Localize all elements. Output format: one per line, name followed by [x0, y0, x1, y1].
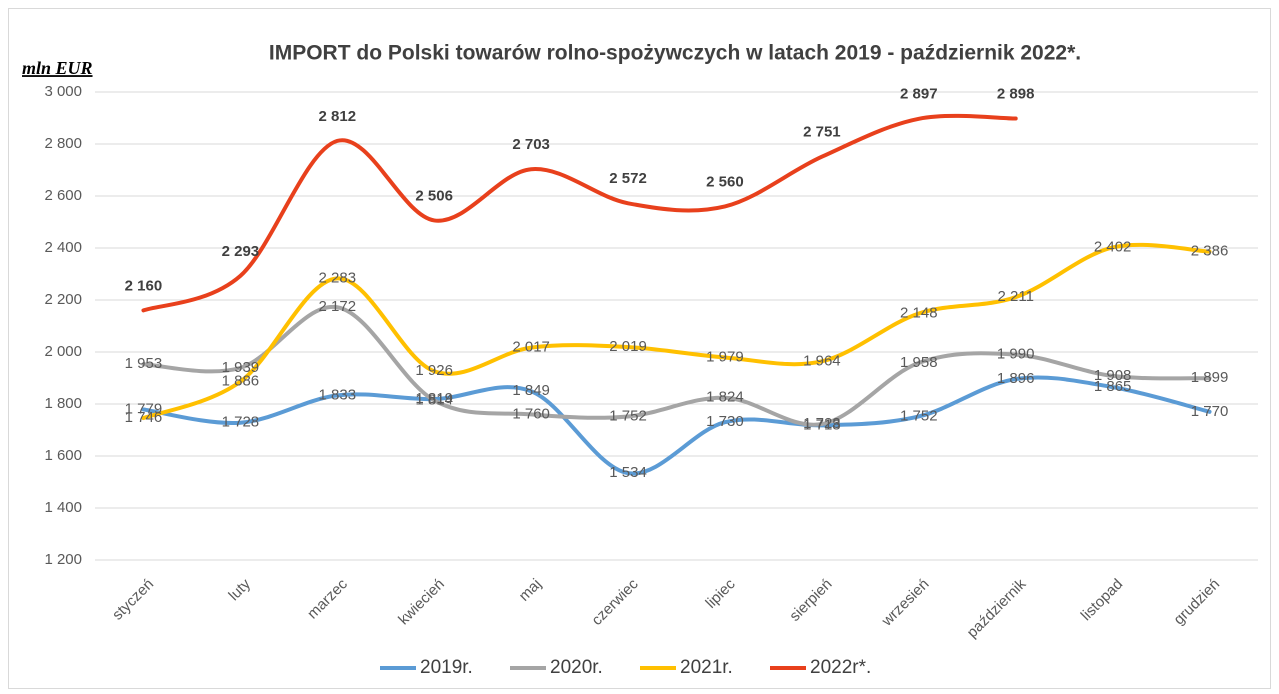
data-label: 1 908	[1094, 367, 1132, 384]
data-label: 1 979	[706, 348, 744, 365]
data-label: 1 990	[997, 346, 1035, 363]
y-tick-label: 1 200	[44, 551, 82, 568]
data-label: 1 824	[706, 389, 744, 406]
data-label: 2 386	[1191, 243, 1229, 260]
data-label: 2 560	[706, 173, 744, 190]
data-label: 1 770	[1191, 403, 1229, 420]
data-label: 2 506	[415, 187, 453, 204]
y-tick-label: 2 200	[44, 291, 82, 308]
data-label: 1 899	[1191, 369, 1229, 386]
data-label: 2 751	[803, 124, 841, 141]
legend-label: 2019r.	[420, 657, 473, 678]
series-line	[141, 305, 1212, 427]
data-label: 1 814	[415, 391, 453, 408]
x-tick-label: styczeń	[109, 576, 157, 624]
data-label: 1 833	[319, 386, 357, 403]
chart-frame	[8, 8, 1271, 689]
data-label: 2 172	[319, 298, 357, 315]
data-label: 1 896	[997, 370, 1035, 387]
data-label: 1 958	[900, 354, 938, 371]
series-line	[141, 113, 1018, 313]
data-label: 1 953	[125, 355, 163, 372]
data-label: 1 534	[609, 464, 647, 481]
y-tick-label: 2 000	[44, 343, 82, 360]
legend-label: 2022r*.	[810, 657, 871, 678]
data-label: 1 718	[803, 416, 841, 433]
data-label: 1 779	[125, 400, 163, 417]
data-label: 1 964	[803, 352, 841, 369]
data-label: 2 293	[222, 243, 260, 260]
data-label: 1 760	[512, 405, 550, 422]
x-tick-label: luty	[225, 575, 254, 604]
x-tick-label: kwiecień	[395, 576, 448, 629]
data-label: 2 572	[609, 170, 647, 187]
data-label: 2 019	[609, 338, 647, 355]
x-tick-label: maj	[516, 576, 545, 605]
data-label: 2 283	[319, 269, 357, 286]
data-label: 1 886	[222, 373, 260, 390]
data-label: 2 703	[512, 136, 550, 153]
y-tick-label: 1 800	[44, 395, 82, 412]
data-label: 1 730	[706, 413, 744, 430]
legend-label: 2021r.	[680, 657, 733, 678]
x-tick-label: czerwiec	[588, 575, 642, 629]
data-label: 1 865	[1094, 378, 1132, 395]
x-tick-label: lipiec	[702, 575, 739, 612]
data-label: 2 160	[125, 277, 163, 294]
y-axis-label: mln EUR	[22, 58, 93, 78]
y-tick-label: 2 600	[44, 187, 82, 204]
data-label: 1 849	[512, 382, 550, 399]
x-tick-label: listopad	[1078, 576, 1127, 625]
y-tick-label: 2 400	[44, 239, 82, 256]
x-tick-label: sierpień	[786, 576, 835, 625]
data-label: 2 897	[900, 86, 938, 103]
data-label: 1 752	[609, 407, 647, 424]
data-label: 2 898	[997, 85, 1035, 102]
series-line	[141, 242, 1212, 421]
series-line	[141, 375, 1212, 476]
data-label: 2 148	[900, 304, 938, 321]
y-tick-label: 1 600	[44, 447, 82, 464]
data-label: 2 402	[1094, 238, 1132, 255]
data-label: 1 819	[415, 390, 453, 407]
x-tick-label: grudzień	[1170, 576, 1223, 629]
data-label: 1 752	[900, 407, 938, 424]
data-label: 1 728	[222, 414, 260, 431]
chart-title: IMPORT do Polski towarów rolno-spożywczy…	[269, 42, 1081, 65]
data-label: 1 926	[415, 362, 453, 379]
y-tick-label: 1 400	[44, 499, 82, 516]
y-tick-label: 2 800	[44, 135, 82, 152]
data-label: 2 017	[512, 339, 550, 356]
data-label: 1 723	[803, 415, 841, 432]
data-label: 2 812	[319, 108, 357, 125]
data-label: 2 211	[997, 288, 1033, 305]
y-tick-label: 3 000	[44, 83, 82, 100]
legend-label: 2020r.	[550, 657, 603, 678]
x-tick-label: wrzesień	[878, 576, 933, 631]
data-label: 1 939	[222, 359, 260, 376]
x-tick-label: październik	[964, 575, 1030, 641]
data-label: 1 746	[125, 409, 163, 426]
x-tick-label: marzec	[304, 575, 351, 622]
